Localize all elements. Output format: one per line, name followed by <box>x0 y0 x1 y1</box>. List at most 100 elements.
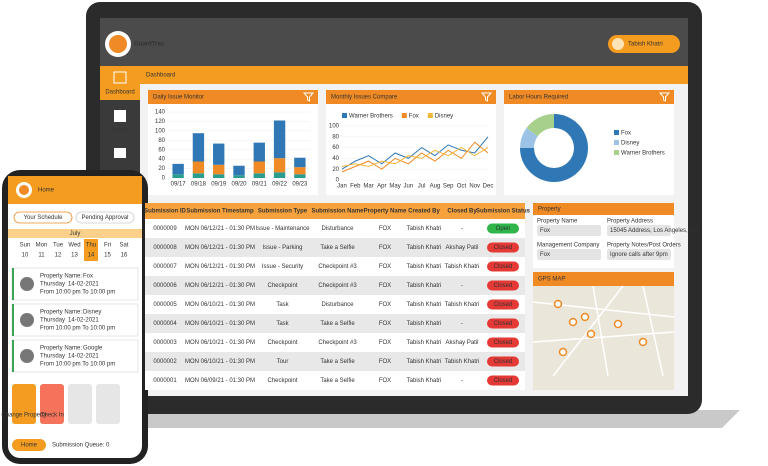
tab[interactable] <box>13 211 73 224</box>
cell: FOX <box>379 321 391 327</box>
status-badge[interactable] <box>487 356 519 367</box>
footer-home[interactable] <box>12 439 46 451</box>
user-name: Tabish Khatri <box>628 42 663 48</box>
field-input[interactable] <box>607 249 671 260</box>
filter-icon[interactable] <box>302 92 315 102</box>
status-badge[interactable] <box>487 337 519 348</box>
y-tick-label: 60 <box>158 147 165 153</box>
cell: Tabish Khatri <box>407 359 442 365</box>
map-marker[interactable] <box>580 312 590 322</box>
x-tick-label: Oct <box>457 184 467 190</box>
map-marker[interactable] <box>553 299 563 309</box>
column-header: Submission Timestamp <box>186 209 254 215</box>
x-tick-label: May <box>389 184 400 190</box>
status-badge[interactable] <box>487 242 519 253</box>
field-input[interactable] <box>537 249 601 260</box>
y-tick-label: 20 <box>332 167 339 173</box>
x-tick-label: Feb <box>350 184 361 190</box>
map-marker[interactable] <box>638 337 648 347</box>
selected-day[interactable] <box>84 239 98 261</box>
series-line <box>341 141 489 173</box>
cell: MON 06/10/21 - 01:30 PM <box>185 359 255 365</box>
card-time: From 10:00 pm To 10:00 pm <box>40 362 115 368</box>
filter-icon[interactable] <box>658 92 671 102</box>
action-tile[interactable] <box>68 384 92 424</box>
map-marker[interactable] <box>613 319 623 329</box>
app-header <box>100 18 688 66</box>
nav-label: Activity <box>110 128 129 134</box>
table-row[interactable] <box>145 238 525 257</box>
y-tick-label: 140 <box>155 110 166 116</box>
legend-swatch <box>614 150 619 155</box>
y-tick-label: 100 <box>329 124 340 130</box>
map-marker[interactable] <box>558 347 568 357</box>
filter-icon[interactable] <box>480 92 493 102</box>
column-header: Submission Name <box>311 209 364 215</box>
status-badge[interactable] <box>487 318 519 329</box>
logo-mark <box>109 35 127 53</box>
table-row[interactable] <box>145 276 525 295</box>
bar-segment <box>192 173 205 178</box>
tab[interactable] <box>75 211 135 224</box>
field-value: 15045 Address, Los Angeles, CA <box>610 228 698 234</box>
bar-segment <box>213 143 225 165</box>
cell: Disturbance <box>321 302 354 308</box>
bar-segment <box>172 174 184 178</box>
cell: Tabish Khatri <box>445 264 480 270</box>
cell: Tabish Khatri <box>407 378 442 384</box>
cell: Tabish Khatri <box>445 302 480 308</box>
column-header: Submission Type <box>258 209 308 215</box>
action-tile[interactable] <box>96 384 120 424</box>
field-value: Fox <box>540 252 550 258</box>
cell: Tabish Khatri <box>407 340 442 346</box>
status-badge[interactable] <box>487 223 519 234</box>
field-input[interactable] <box>607 225 671 236</box>
table-row[interactable] <box>145 371 525 390</box>
bar-segment <box>253 173 265 178</box>
cell: Issue - Security <box>262 264 303 270</box>
status-badge[interactable] <box>487 261 519 272</box>
status-badge[interactable] <box>487 299 519 310</box>
field-input[interactable] <box>537 225 601 236</box>
user-button[interactable] <box>608 35 680 53</box>
table-row[interactable] <box>145 295 525 314</box>
date: 11 <box>38 253 45 259</box>
status-badge[interactable] <box>487 280 519 291</box>
table-row[interactable] <box>145 333 525 352</box>
cell: FOX <box>379 359 391 365</box>
action-tile[interactable] <box>40 384 64 424</box>
action-tile[interactable] <box>12 384 36 424</box>
table-row[interactable] <box>145 314 525 333</box>
table-row[interactable] <box>145 352 525 371</box>
x-tick-label: 09/18 <box>191 182 207 188</box>
cell: Checkpoint <box>267 283 297 289</box>
map-marker[interactable] <box>568 317 578 327</box>
table-row[interactable] <box>145 219 525 238</box>
field-value: Ignore calls after 9pm <box>610 252 668 258</box>
weekday: Sun <box>20 243 31 249</box>
cell: MON 06/10/21 - 01:30 PM <box>185 321 255 327</box>
card-strip <box>12 268 14 300</box>
table-header <box>145 203 525 219</box>
status-badge[interactable] <box>487 375 519 386</box>
bar-segment <box>233 165 245 176</box>
bar-segment <box>192 133 205 162</box>
status-text: Closed <box>494 340 513 346</box>
field-label: Property Notes/Post Orders <box>607 243 681 249</box>
table-row[interactable] <box>145 257 525 276</box>
bar-segment <box>294 167 306 175</box>
date: 10 <box>22 253 29 259</box>
bar-segment <box>233 175 245 178</box>
card-day: Thursday <box>40 318 65 324</box>
card-icon <box>20 349 34 363</box>
series-line <box>341 136 489 170</box>
cell: 0000006 <box>153 283 177 289</box>
cell: MON 06/12/21 - 01:30 PM <box>185 283 255 289</box>
cell: Akshay Patil <box>445 340 478 346</box>
action-label: Check In <box>40 413 64 419</box>
field-label: Management Company <box>537 243 599 249</box>
map-marker[interactable] <box>586 329 596 339</box>
column-header: Created By <box>408 209 440 215</box>
field-label: Property Name <box>537 219 578 225</box>
legend-swatch <box>342 113 347 118</box>
